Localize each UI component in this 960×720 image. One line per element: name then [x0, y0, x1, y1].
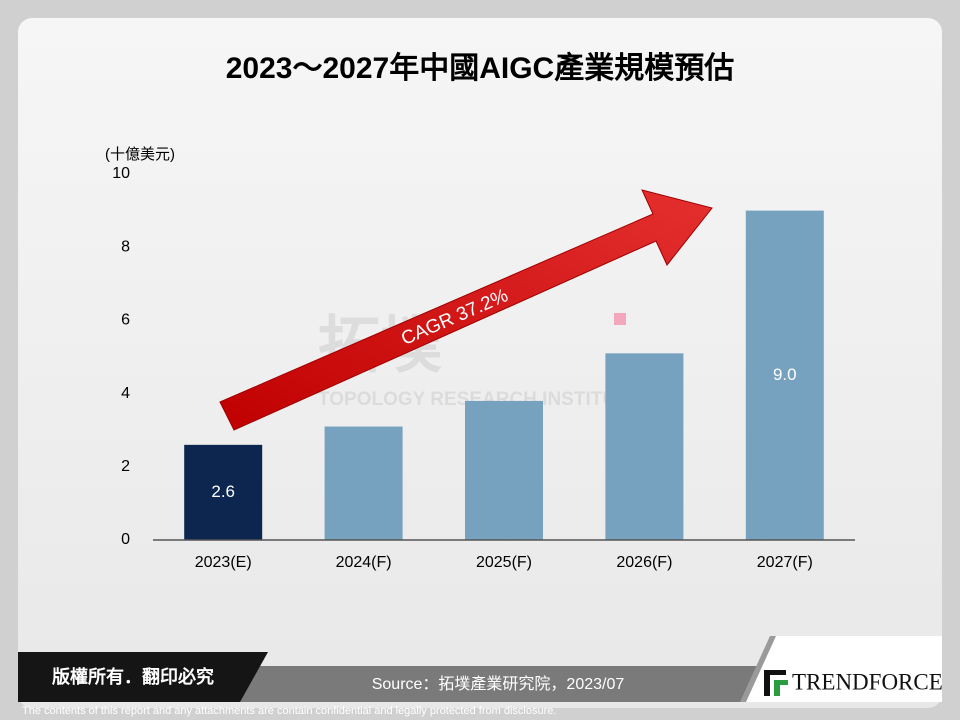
y-tick-label: 10 [112, 165, 130, 182]
plot: 0 2 4 6 8 10 2023(E) 2.6 2024(F) 2025(F) 2026(F) 20… [112, 165, 855, 571]
x-tick-label: 2024(F) [336, 554, 392, 571]
x-tick-label: 2027(F) [757, 554, 813, 571]
trend-arrow [219, 189, 713, 431]
bar [745, 210, 824, 540]
x-tick-label: 2025(F) [476, 554, 532, 571]
watermark-dot [614, 313, 626, 325]
y-axis-label: (十億美元) [105, 146, 175, 163]
footer-left [18, 652, 268, 702]
logo: TRENDFORCE [792, 669, 943, 694]
footer-divider [740, 636, 776, 702]
y-tick-label: 8 [121, 238, 130, 255]
y-tick-label: 4 [121, 385, 130, 402]
logo-mark [764, 670, 788, 696]
y-tick-label: 6 [121, 312, 130, 329]
bar [184, 444, 263, 540]
y-tick-label: 2 [121, 458, 130, 475]
footer-logo-bg [742, 636, 942, 702]
value-label: 2.6 [211, 482, 235, 501]
bar [605, 353, 684, 540]
copyright: 版權所有．翻印必究 [52, 666, 214, 687]
chart-title: 2023～2027年中國AIGC產業規模預估 [226, 51, 734, 85]
x-tick-label: 2023(E) [195, 554, 252, 571]
x-tick-label: 2026(F) [616, 554, 672, 571]
bar [465, 400, 543, 540]
disclaimer: The contents of this report and any atta… [22, 705, 556, 717]
watermark-text: TOPOLOGY RESEARCH INSTITUTE [318, 389, 640, 410]
value-label: 9.0 [773, 365, 797, 384]
source: Source：拓墣產業研究院，2023/07 [372, 675, 625, 693]
y-tick-label: 0 [121, 531, 130, 548]
bar [324, 426, 403, 540]
